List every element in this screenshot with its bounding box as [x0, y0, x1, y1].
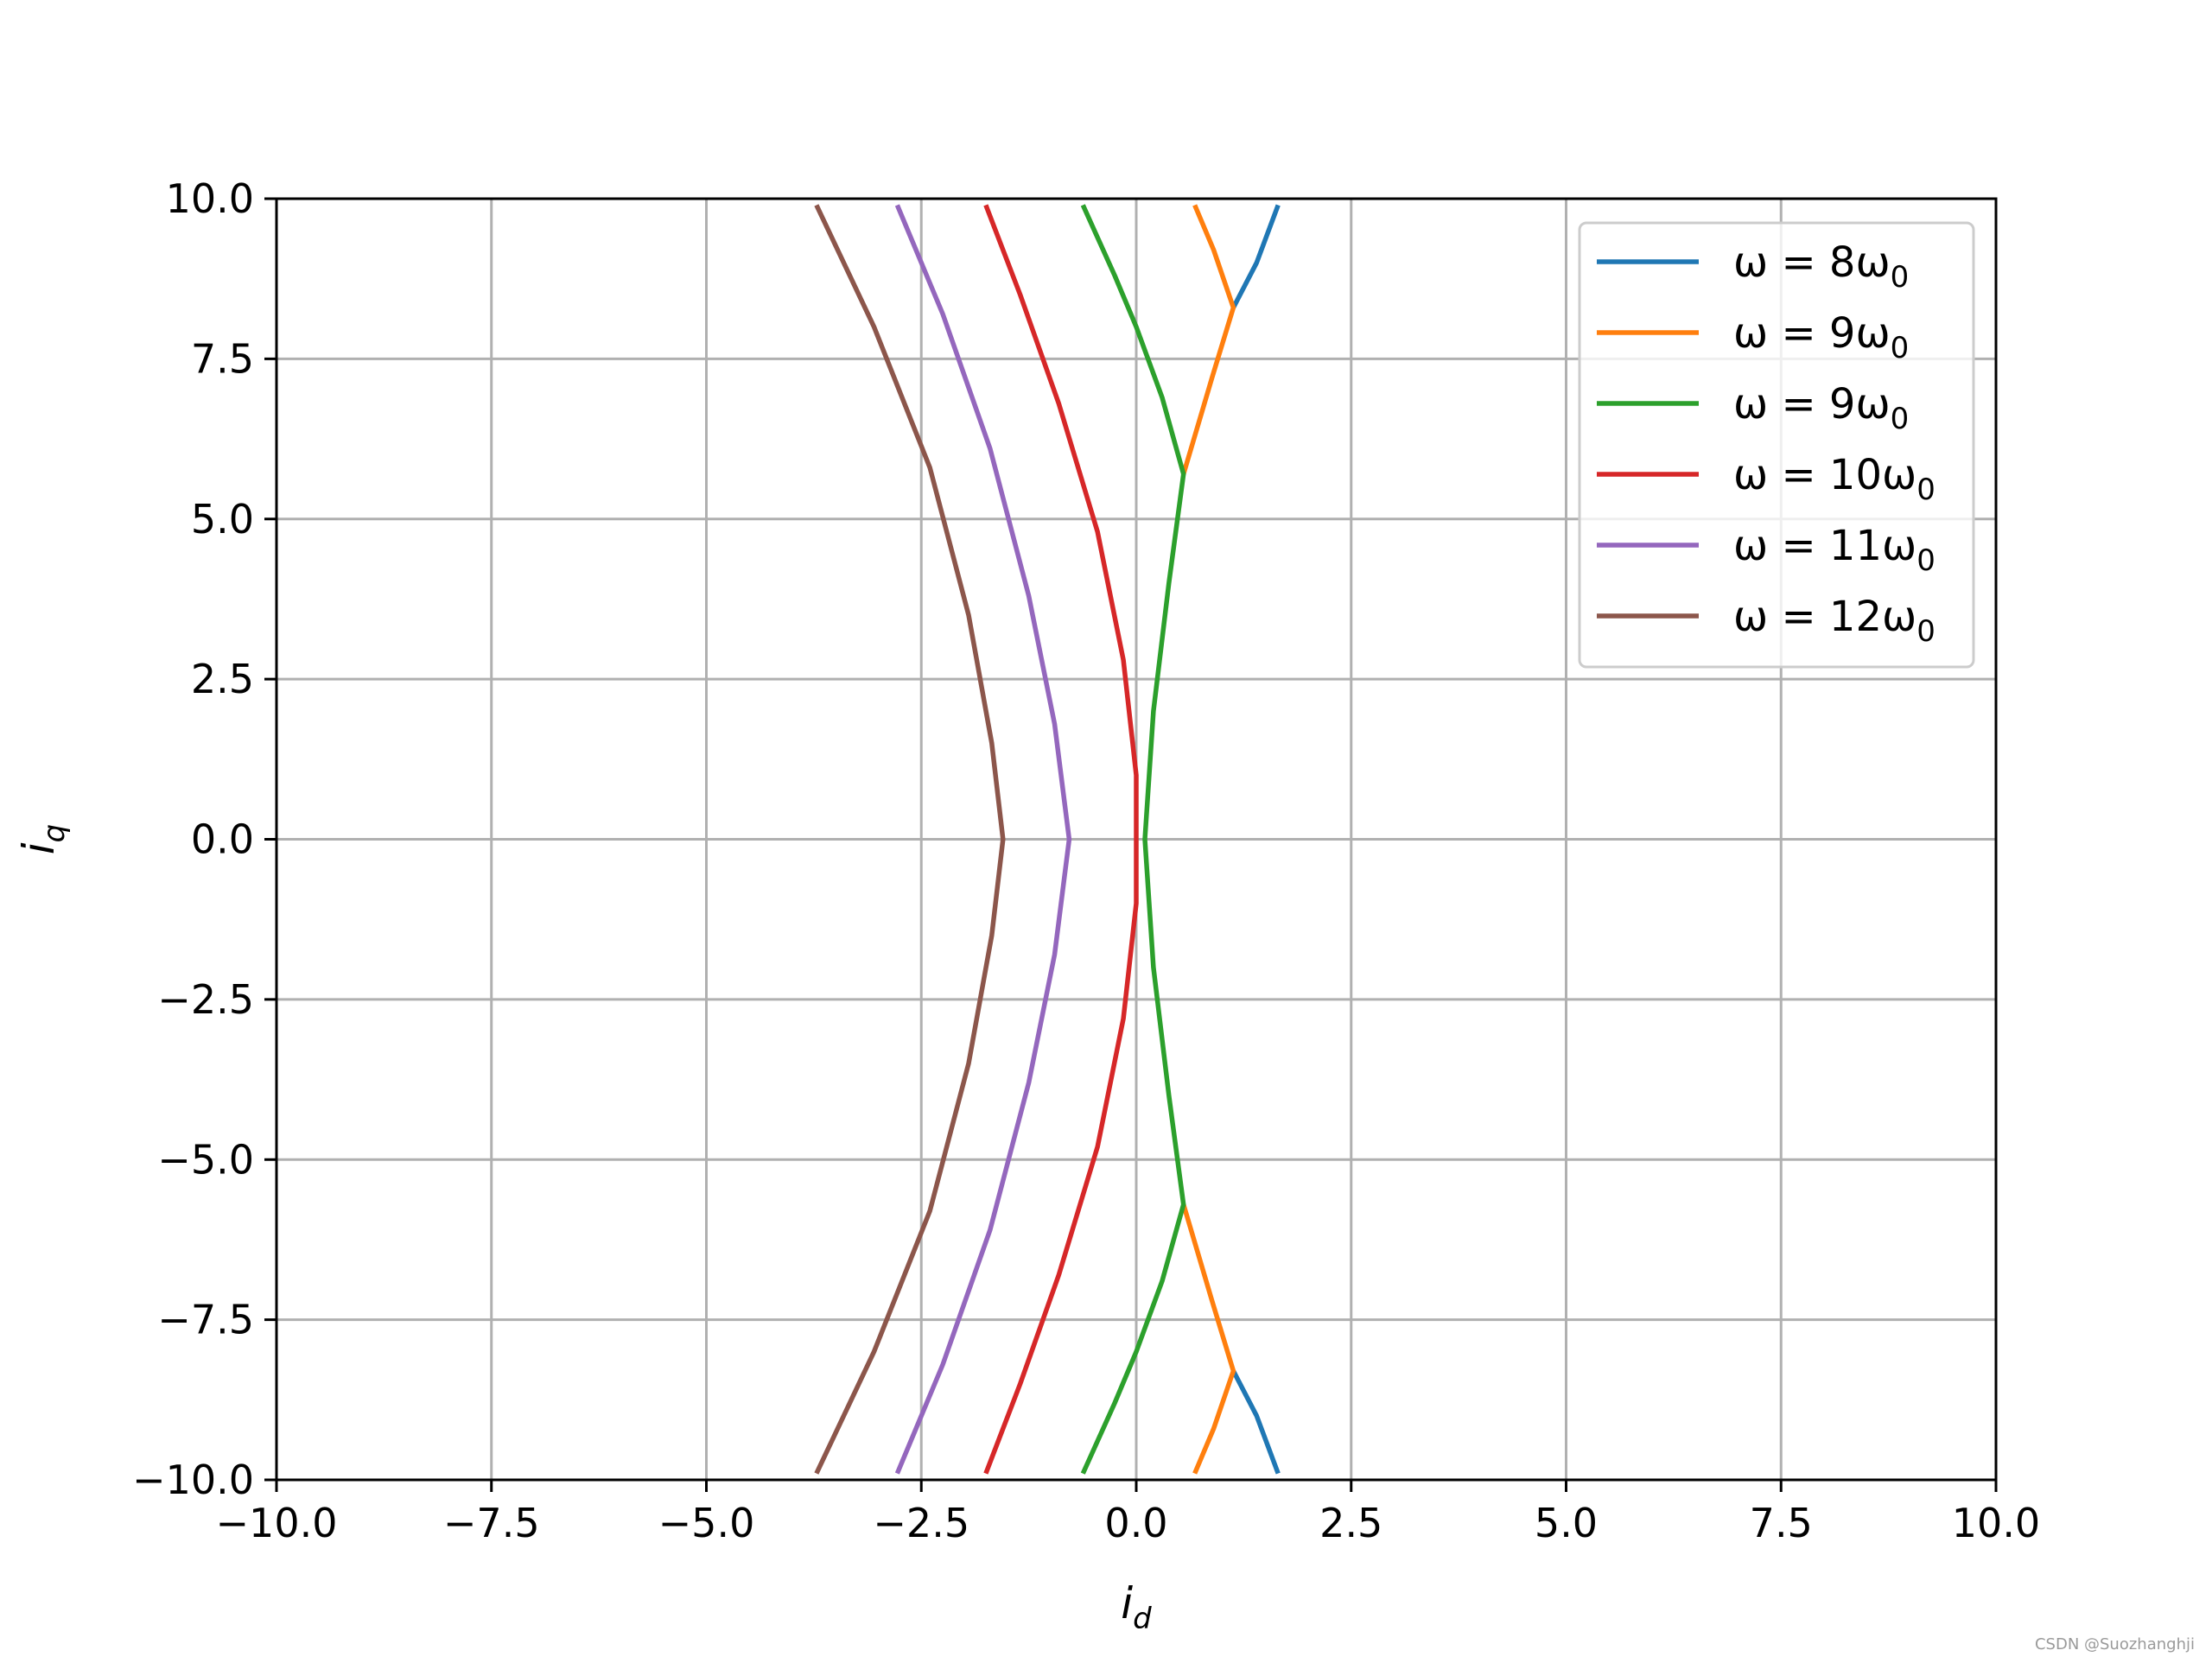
series-layer [814, 204, 1281, 1475]
legend-label-0: ω = 8ω0 [1733, 238, 1909, 295]
legend-label-1: ω = 9ω0 [1733, 309, 1909, 365]
series-line-4 [894, 204, 1072, 1475]
x-axis-label: id [1121, 1578, 1152, 1636]
series-line-5 [814, 204, 1006, 1475]
series-line-1 [1181, 204, 1236, 475]
y-tick-label-3: −2.5 [157, 976, 254, 1023]
x-tick-label-1: −7.5 [443, 1500, 540, 1546]
watermark: CSDN @Suozhanghji [2034, 1635, 2195, 1653]
y-tick-label-0: −10.0 [132, 1457, 254, 1503]
series-line-2 [1080, 204, 1186, 1475]
legend-label-5: ω = 12ω0 [1733, 593, 1936, 649]
y-tick-label-7: 7.5 [191, 335, 254, 382]
x-tick-label-8: 10.0 [1952, 1500, 2040, 1546]
y-axis-label: iq [14, 824, 72, 855]
legend: ω = 8ω0 ω = 9ω0 ω = 9ω0 ω = 10ω0 ω = 11ω0 ω =… [1578, 221, 1975, 669]
x-tick-label-4: 0.0 [1104, 1500, 1167, 1546]
legend-label-4: ω = 11ω0 [1733, 522, 1936, 578]
y-tick-label-8: 10.0 [166, 175, 254, 222]
x-tick-label-3: −2.5 [873, 1500, 969, 1546]
tick-labels: −10.0 −7.5 −5.0 −2.5 0.0 2.5 5.0 7.5 10.0 −10.0 −7… [132, 175, 2040, 1546]
y-tick-label-4: 0.0 [191, 816, 254, 863]
y-tick-label-2: −5.0 [157, 1136, 254, 1183]
series-line-1-lower [1181, 1203, 1236, 1475]
legend-label-2: ω = 9ω0 [1733, 380, 1909, 436]
x-tick-label-2: −5.0 [658, 1500, 755, 1546]
series-line-0-lower [1230, 1369, 1281, 1475]
tick-marks [264, 197, 1998, 1492]
x-tick-label-6: 5.0 [1535, 1500, 1598, 1546]
y-tick-label-5: 2.5 [191, 656, 254, 702]
series-line-0 [1230, 204, 1281, 309]
legend-items: ω = 8ω0 ω = 9ω0 ω = 9ω0 ω = 10ω0 ω = 11ω0 ω =… [1597, 238, 1936, 649]
y-tick-label-6: 5.0 [191, 496, 254, 543]
series-line-3 [983, 204, 1139, 1475]
y-tick-label-1: −7.5 [157, 1297, 254, 1343]
x-tick-label-7: 7.5 [1750, 1500, 1813, 1546]
x-tick-label-0: −10.0 [216, 1500, 338, 1546]
legend-label-3: ω = 10ω0 [1733, 451, 1936, 507]
x-tick-label-5: 2.5 [1319, 1500, 1382, 1546]
